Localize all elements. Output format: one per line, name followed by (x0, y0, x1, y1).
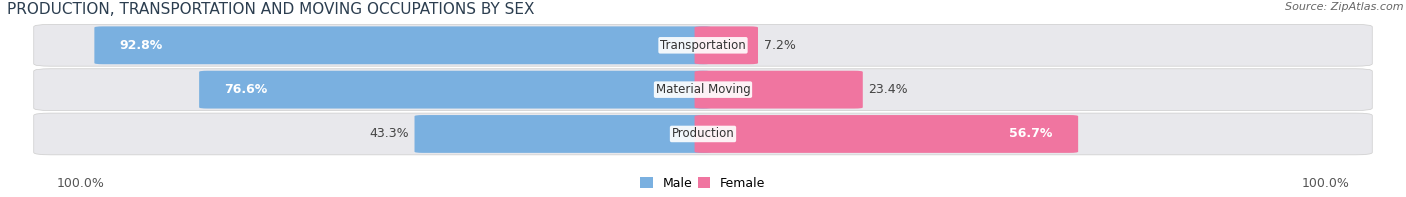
Text: 56.7%: 56.7% (1010, 127, 1053, 140)
Text: Source: ZipAtlas.com: Source: ZipAtlas.com (1285, 2, 1403, 12)
Text: Material Moving: Material Moving (655, 83, 751, 96)
Legend: Male, Female: Male, Female (636, 172, 770, 195)
Text: 100.0%: 100.0% (1302, 177, 1350, 190)
FancyBboxPatch shape (34, 24, 1372, 66)
Text: 7.2%: 7.2% (763, 39, 796, 52)
Text: Transportation: Transportation (661, 39, 745, 52)
Text: 23.4%: 23.4% (869, 83, 908, 96)
FancyBboxPatch shape (695, 115, 1078, 153)
FancyBboxPatch shape (34, 69, 1372, 111)
Text: 43.3%: 43.3% (370, 127, 409, 140)
Text: 100.0%: 100.0% (56, 177, 104, 190)
FancyBboxPatch shape (695, 71, 863, 109)
FancyBboxPatch shape (695, 26, 758, 64)
FancyBboxPatch shape (34, 113, 1372, 155)
Text: 76.6%: 76.6% (225, 83, 267, 96)
FancyBboxPatch shape (415, 115, 711, 153)
Text: Production: Production (672, 127, 734, 140)
Text: 92.8%: 92.8% (120, 39, 163, 52)
FancyBboxPatch shape (200, 71, 711, 109)
Text: PRODUCTION, TRANSPORTATION AND MOVING OCCUPATIONS BY SEX: PRODUCTION, TRANSPORTATION AND MOVING OC… (7, 2, 534, 17)
FancyBboxPatch shape (94, 26, 711, 64)
